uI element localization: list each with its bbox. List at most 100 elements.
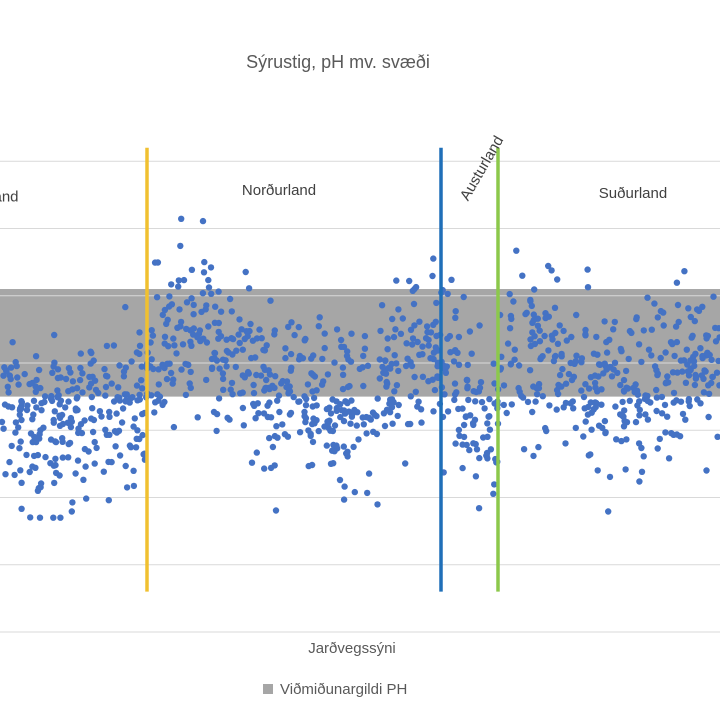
data-point <box>264 402 271 409</box>
data-point <box>425 342 432 349</box>
data-point <box>648 352 655 359</box>
data-point <box>337 413 344 421</box>
data-point <box>409 335 417 342</box>
data-point <box>175 277 182 284</box>
data-point <box>308 355 315 362</box>
data-point <box>65 398 72 405</box>
data-point <box>530 383 537 390</box>
data-point <box>692 371 699 379</box>
data-point <box>682 379 690 386</box>
data-point <box>267 414 275 421</box>
data-point <box>159 361 166 368</box>
data-point <box>279 421 286 428</box>
data-point <box>106 408 113 416</box>
region-labels: andNorðurlandAusturlandSuðurland <box>0 133 667 206</box>
data-point <box>648 326 655 333</box>
data-point <box>620 423 628 430</box>
data-point <box>685 305 692 312</box>
data-point <box>305 462 312 470</box>
data-point <box>359 414 366 421</box>
region-label: and <box>0 189 19 206</box>
data-point <box>42 453 49 461</box>
data-point <box>475 388 483 395</box>
data-point <box>621 407 628 414</box>
data-point <box>508 401 515 408</box>
data-point <box>452 314 459 321</box>
data-point <box>451 380 459 387</box>
data-point <box>326 404 333 411</box>
data-point <box>48 397 56 405</box>
data-point <box>402 362 410 370</box>
data-point <box>402 460 409 467</box>
data-point <box>444 290 451 298</box>
data-point <box>508 315 515 323</box>
data-point <box>580 433 587 440</box>
data-point <box>239 404 247 412</box>
data-point <box>51 359 58 366</box>
data-point <box>376 356 383 363</box>
data-point <box>582 418 589 425</box>
data-point <box>585 452 592 459</box>
data-point <box>68 508 76 515</box>
data-point <box>554 340 562 347</box>
data-point <box>255 410 262 417</box>
data-point <box>187 384 194 392</box>
data-point <box>500 401 507 409</box>
data-point <box>241 335 248 343</box>
data-point <box>72 470 79 477</box>
data-point <box>238 326 245 333</box>
data-point <box>236 316 243 323</box>
data-point <box>179 341 187 348</box>
data-point <box>610 366 617 373</box>
data-point <box>36 514 44 521</box>
data-point <box>657 307 665 315</box>
data-point <box>381 422 389 430</box>
data-point <box>333 398 340 405</box>
data-point <box>636 398 643 405</box>
data-point <box>653 386 660 394</box>
data-point <box>203 376 210 384</box>
data-point <box>552 329 559 337</box>
data-point <box>395 306 402 313</box>
data-point <box>77 364 84 372</box>
data-point <box>180 276 188 284</box>
data-point <box>211 355 218 362</box>
data-point <box>50 419 57 426</box>
data-point <box>404 355 411 362</box>
data-point <box>658 393 666 401</box>
data-point <box>282 354 289 362</box>
data-point <box>77 350 85 357</box>
data-point <box>330 460 337 467</box>
data-point <box>470 421 477 429</box>
data-point <box>506 290 513 298</box>
data-point <box>261 465 268 472</box>
data-point <box>267 297 274 304</box>
data-point <box>33 376 40 384</box>
data-point <box>93 444 100 452</box>
data-point <box>324 371 332 378</box>
data-point <box>431 386 439 394</box>
data-point <box>531 286 538 293</box>
data-point <box>121 391 129 398</box>
data-point <box>572 424 579 432</box>
data-point <box>658 410 666 417</box>
data-point <box>331 422 339 429</box>
data-point <box>302 418 309 426</box>
data-point <box>638 468 646 475</box>
data-point <box>56 401 63 408</box>
data-point <box>170 335 177 342</box>
data-point <box>530 452 537 460</box>
data-point <box>537 354 545 362</box>
data-point <box>361 332 369 340</box>
data-point <box>263 376 270 384</box>
data-point <box>309 438 317 446</box>
data-point <box>59 454 66 461</box>
data-point <box>365 414 373 421</box>
data-point <box>364 489 371 497</box>
data-point <box>105 458 112 466</box>
data-point <box>187 368 194 376</box>
data-point <box>302 402 310 409</box>
data-point <box>470 440 477 447</box>
data-point <box>132 444 140 451</box>
data-point <box>30 452 38 460</box>
